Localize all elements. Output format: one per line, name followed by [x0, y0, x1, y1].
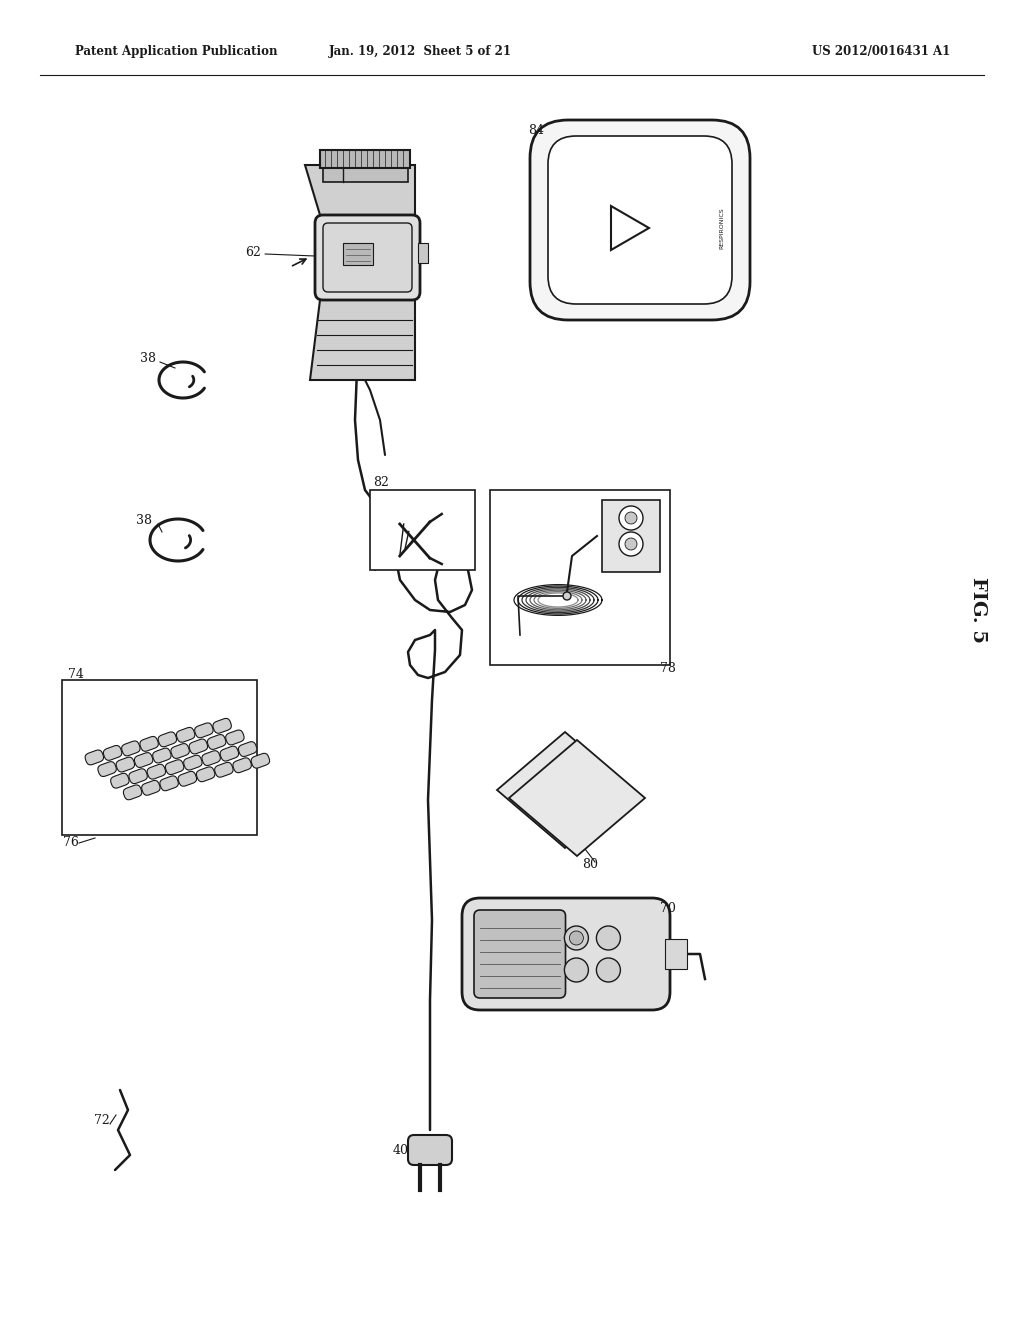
Text: 72: 72	[94, 1114, 110, 1126]
FancyBboxPatch shape	[111, 774, 129, 788]
Circle shape	[564, 927, 589, 950]
Circle shape	[596, 927, 621, 950]
FancyBboxPatch shape	[538, 128, 742, 312]
FancyBboxPatch shape	[225, 730, 244, 744]
FancyBboxPatch shape	[548, 136, 732, 304]
FancyBboxPatch shape	[134, 752, 153, 767]
FancyBboxPatch shape	[178, 771, 197, 787]
FancyBboxPatch shape	[158, 731, 176, 747]
Bar	[62, 680, 257, 836]
FancyBboxPatch shape	[534, 124, 746, 315]
FancyBboxPatch shape	[153, 748, 171, 763]
Text: 82: 82	[373, 477, 389, 490]
Text: 62: 62	[245, 246, 261, 259]
Circle shape	[569, 931, 584, 945]
FancyBboxPatch shape	[197, 767, 215, 781]
FancyBboxPatch shape	[251, 754, 269, 768]
FancyBboxPatch shape	[195, 723, 213, 738]
Text: 38: 38	[140, 351, 156, 364]
Text: US 2012/0016431 A1: US 2012/0016431 A1	[812, 45, 950, 58]
Text: FIG. 5: FIG. 5	[969, 577, 987, 643]
FancyBboxPatch shape	[85, 750, 103, 764]
Text: 70: 70	[660, 902, 676, 915]
Circle shape	[564, 958, 589, 982]
FancyBboxPatch shape	[165, 760, 184, 775]
FancyBboxPatch shape	[122, 741, 140, 756]
Text: Jan. 19, 2012  Sheet 5 of 21: Jan. 19, 2012 Sheet 5 of 21	[329, 45, 512, 58]
FancyBboxPatch shape	[141, 780, 160, 795]
FancyBboxPatch shape	[474, 909, 565, 998]
FancyBboxPatch shape	[147, 764, 166, 779]
Circle shape	[563, 591, 571, 601]
Circle shape	[618, 532, 643, 556]
Bar	[602, 500, 660, 572]
Text: 38: 38	[136, 513, 152, 527]
Circle shape	[625, 539, 637, 550]
Bar	[665, 939, 687, 969]
FancyBboxPatch shape	[202, 751, 220, 766]
FancyBboxPatch shape	[530, 120, 750, 319]
Polygon shape	[509, 741, 645, 855]
Circle shape	[596, 958, 621, 982]
FancyBboxPatch shape	[408, 1135, 452, 1166]
Bar	[323, 168, 408, 182]
FancyBboxPatch shape	[232, 758, 251, 772]
FancyBboxPatch shape	[220, 746, 239, 762]
FancyBboxPatch shape	[129, 768, 147, 784]
FancyBboxPatch shape	[116, 758, 134, 772]
Bar	[370, 490, 475, 570]
Bar	[490, 490, 670, 665]
Text: 74: 74	[68, 668, 84, 681]
Circle shape	[625, 512, 637, 524]
FancyBboxPatch shape	[215, 763, 233, 777]
FancyBboxPatch shape	[213, 718, 231, 734]
FancyBboxPatch shape	[239, 742, 257, 756]
FancyBboxPatch shape	[462, 898, 670, 1010]
Text: Patent Application Publication: Patent Application Publication	[75, 45, 278, 58]
FancyBboxPatch shape	[176, 727, 195, 742]
Bar	[418, 243, 428, 263]
Text: 76: 76	[63, 837, 79, 850]
FancyBboxPatch shape	[98, 762, 117, 776]
FancyBboxPatch shape	[103, 746, 122, 760]
Text: 78: 78	[660, 661, 676, 675]
FancyBboxPatch shape	[171, 743, 189, 759]
FancyBboxPatch shape	[323, 223, 412, 292]
Text: 40: 40	[393, 1143, 409, 1156]
Text: RESPIRONICS: RESPIRONICS	[720, 207, 725, 248]
Text: 84: 84	[528, 124, 544, 136]
Polygon shape	[497, 733, 633, 847]
Bar	[319, 150, 410, 168]
FancyBboxPatch shape	[315, 215, 420, 300]
Text: 80: 80	[582, 858, 598, 871]
Polygon shape	[310, 300, 415, 380]
FancyBboxPatch shape	[208, 734, 226, 750]
FancyBboxPatch shape	[183, 755, 202, 770]
FancyBboxPatch shape	[123, 785, 142, 800]
FancyBboxPatch shape	[189, 739, 208, 754]
Circle shape	[618, 506, 643, 531]
Polygon shape	[305, 165, 415, 215]
Bar	[343, 243, 373, 265]
FancyBboxPatch shape	[160, 776, 178, 791]
FancyBboxPatch shape	[140, 737, 159, 751]
